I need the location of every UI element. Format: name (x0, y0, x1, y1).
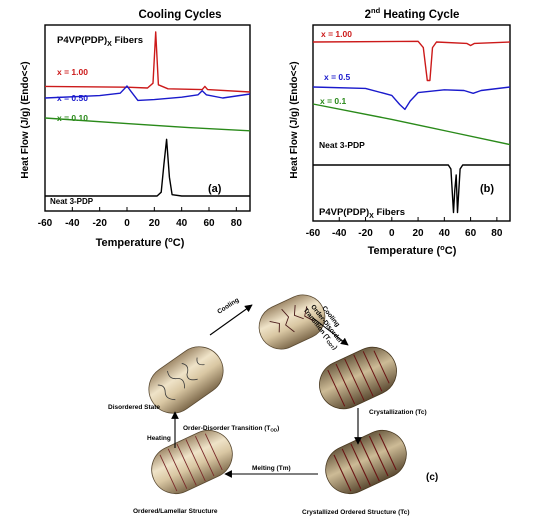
panel-a-series-layer (44, 31, 251, 197)
x-tick-label: 20 (413, 228, 425, 239)
panel-b-label-neat: Neat 3-PDP (319, 140, 365, 150)
panel-c-label: (c) (426, 472, 438, 483)
panel-b-label-x05: x = 0.5 (324, 72, 351, 82)
x-tick-label: 80 (231, 218, 243, 229)
x-tick-label: 20 (149, 218, 161, 229)
label-lamellar: Ordered/Lamellar Structure (133, 508, 218, 515)
x-tick-label: 0 (389, 228, 395, 239)
label-melting: Melting (Tm) (252, 465, 291, 472)
x-tick-label: 0 (124, 218, 130, 229)
label-crystallization: Crystallization (Tc) (369, 409, 427, 416)
panel-b-label-x100: x = 1.00 (321, 29, 352, 39)
panel-a: Cooling Cycles P4VP(PDP)X Fibers x = 1.0… (20, 9, 251, 249)
panel-b-frame (312, 24, 511, 222)
x-tick-label: 40 (439, 228, 451, 239)
series-line-2 (44, 85, 251, 102)
panel-c: Cooling Cooling Order-Disorder Transitio… (108, 294, 438, 516)
panel-a-annotation: P4VP(PDP)X Fibers (57, 35, 143, 48)
fiber-cooling-odt (258, 294, 326, 350)
x-tick-label: -40 (65, 218, 80, 229)
x-tick-label: 60 (465, 228, 477, 239)
x-tick-label: 40 (176, 218, 188, 229)
panel-a-label: (a) (208, 183, 222, 195)
x-tick-label: -40 (332, 228, 347, 239)
panel-a-label-neat: Neat 3-PDP (50, 197, 94, 206)
panel-b-x-ticks: -60 -40 -20 0 20 40 60 80 (306, 217, 503, 239)
label-heating: Heating (147, 435, 171, 442)
fiber-lamellar (151, 429, 233, 495)
arrow-cooling-odt (312, 317, 349, 346)
panel-a-label-x050: x = 0.50 (57, 93, 88, 103)
panel-a-title: Cooling Cycles (138, 9, 221, 21)
x-tick-label: 80 (491, 228, 503, 239)
label-odt: Order-Disorder Transition (TOD) (183, 425, 279, 433)
fiber-crystallized-ordered (325, 429, 407, 495)
panel-b-series-layer (312, 40, 511, 214)
panel-b-label: (b) (480, 183, 494, 195)
x-tick-label: 60 (203, 218, 215, 229)
series-line-4 (313, 164, 510, 214)
series-line-3 (44, 117, 251, 132)
series-line-4 (45, 138, 250, 197)
series-line-2 (312, 86, 511, 111)
series-line-1 (44, 31, 251, 93)
panel-b-xlabel: Temperature (oC) (368, 243, 457, 257)
label-cooling: Cooling (216, 297, 240, 316)
label-crystallized: Crystallized Ordered Structure (Tc) (302, 509, 410, 516)
series-line-1 (312, 40, 511, 82)
fiber-disordered (148, 346, 224, 414)
x-tick-label: -20 (358, 228, 373, 239)
fiber-crystallization (319, 346, 397, 410)
panel-b-annotation: P4VP(PDP)X Fibers (319, 207, 405, 220)
panel-a-x-ticks: -60 -40 -20 0 20 40 60 80 (38, 207, 243, 229)
panel-a-label-x010: x = 0.10 (57, 113, 88, 123)
panel-b-title: 2nd Heating Cycle (365, 6, 460, 21)
panel-a-ylabel: Heat Flow (J/g) (Endo<<) (20, 61, 31, 178)
panel-b-label-x01: x = 0.1 (320, 96, 347, 106)
panel-b-ylabel: Heat Flow (J/g) (Endo<<) (289, 61, 300, 178)
x-tick-label: -20 (92, 218, 107, 229)
label-disordered-state: Disordered State (108, 404, 160, 411)
panel-a-xlabel: Temperature (oC) (96, 235, 185, 249)
series-line-3 (312, 103, 511, 146)
panel-a-label-x100: x = 1.00 (57, 67, 88, 77)
panel-b: 2nd Heating Cycle x = 1.00 x = 0.5 x = 0… (289, 6, 511, 257)
arrow-cooling (209, 304, 253, 336)
x-tick-label: -60 (38, 218, 53, 229)
x-tick-label: -60 (306, 228, 321, 239)
